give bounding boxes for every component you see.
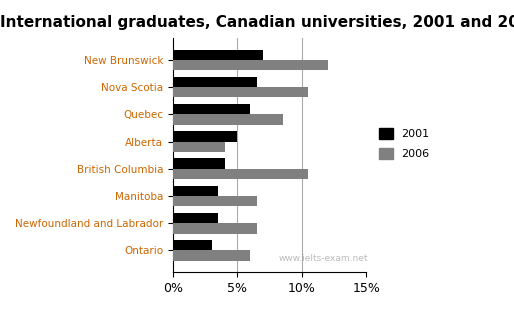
Bar (173, 77, 257, 87)
Legend: 2001, 2006: 2001, 2006 (374, 122, 435, 165)
Bar (173, 223, 257, 234)
Bar (173, 169, 308, 179)
Bar (173, 250, 250, 261)
Bar (173, 213, 218, 223)
Bar (173, 87, 308, 97)
Bar (173, 50, 263, 60)
Bar (173, 142, 225, 152)
Bar (173, 186, 218, 196)
Bar (173, 240, 212, 250)
Text: www.ielts-exam.net: www.ielts-exam.net (279, 254, 369, 263)
Title: International graduates, Canadian universities, 2001 and 2006: International graduates, Canadian univer… (0, 15, 514, 30)
Bar (173, 196, 257, 206)
Bar (173, 114, 283, 125)
Bar (173, 104, 250, 114)
Bar (173, 158, 225, 169)
Bar (173, 60, 327, 70)
Bar (173, 131, 237, 142)
